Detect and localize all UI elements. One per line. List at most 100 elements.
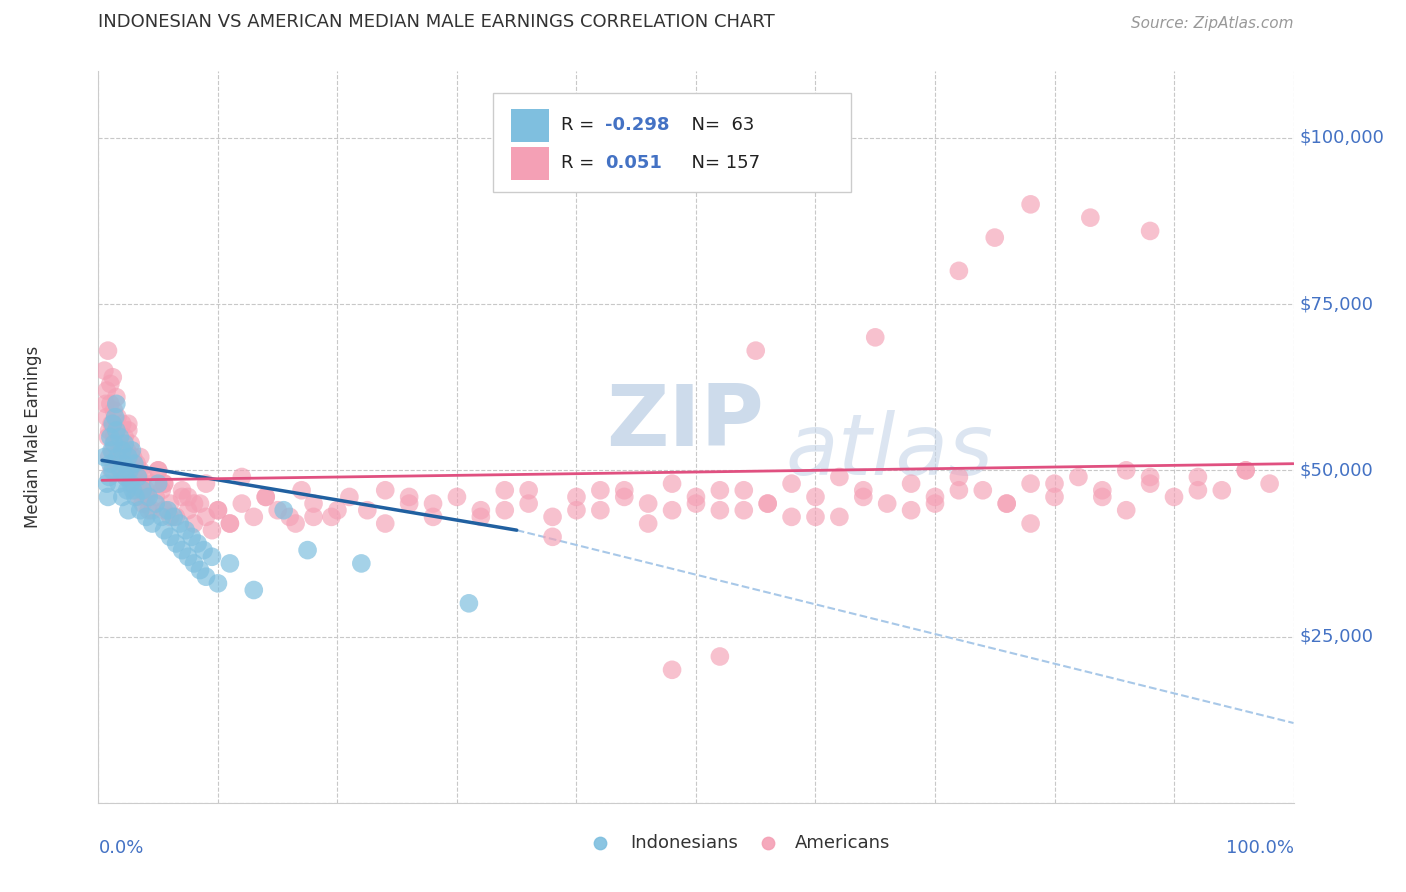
Point bbox=[900, 476, 922, 491]
Point bbox=[111, 417, 134, 431]
Point bbox=[589, 503, 612, 517]
Text: $25,000: $25,000 bbox=[1299, 628, 1374, 646]
Point bbox=[145, 490, 167, 504]
Point bbox=[103, 430, 125, 444]
Point bbox=[195, 509, 218, 524]
Point bbox=[207, 576, 229, 591]
Point bbox=[470, 509, 492, 524]
Point bbox=[159, 509, 181, 524]
Point bbox=[637, 516, 659, 531]
Point bbox=[201, 523, 224, 537]
Point bbox=[150, 509, 173, 524]
Text: 100.0%: 100.0% bbox=[1226, 839, 1294, 857]
Point bbox=[105, 397, 128, 411]
Point bbox=[183, 557, 205, 571]
Point bbox=[103, 436, 125, 450]
Point bbox=[876, 497, 898, 511]
Point bbox=[127, 470, 149, 484]
Point bbox=[278, 509, 301, 524]
Point bbox=[350, 557, 373, 571]
Text: R =: R = bbox=[561, 153, 606, 172]
Point bbox=[219, 516, 242, 531]
Point bbox=[1115, 503, 1137, 517]
Point bbox=[128, 490, 150, 504]
Point bbox=[565, 503, 588, 517]
Point bbox=[302, 509, 325, 524]
Point bbox=[125, 457, 148, 471]
Point bbox=[101, 463, 124, 477]
FancyBboxPatch shape bbox=[510, 146, 548, 180]
Text: Median Male Earnings: Median Male Earnings bbox=[24, 346, 42, 528]
Point bbox=[112, 450, 135, 464]
Point bbox=[121, 476, 143, 491]
Point bbox=[100, 463, 122, 477]
Point bbox=[207, 503, 229, 517]
Point bbox=[865, 330, 887, 344]
Point bbox=[207, 503, 229, 517]
Point bbox=[135, 509, 157, 524]
Text: Indonesians: Indonesians bbox=[630, 834, 738, 852]
Point bbox=[108, 430, 131, 444]
Point bbox=[1091, 490, 1114, 504]
Point bbox=[565, 490, 588, 504]
Point bbox=[195, 570, 218, 584]
Point bbox=[100, 443, 122, 458]
Point bbox=[141, 516, 163, 531]
Point bbox=[1043, 476, 1066, 491]
Point bbox=[107, 450, 129, 464]
Point bbox=[138, 503, 160, 517]
Point bbox=[104, 410, 127, 425]
Point bbox=[124, 483, 146, 498]
Point bbox=[398, 490, 420, 504]
Point bbox=[517, 483, 540, 498]
Point bbox=[195, 476, 218, 491]
Point bbox=[98, 450, 121, 464]
Point bbox=[291, 483, 314, 498]
Point bbox=[541, 530, 564, 544]
Point bbox=[135, 483, 157, 498]
Point bbox=[177, 490, 200, 504]
Point bbox=[138, 490, 160, 504]
Point bbox=[124, 490, 146, 504]
Point bbox=[187, 536, 209, 550]
Point bbox=[201, 549, 224, 564]
Point bbox=[118, 457, 141, 471]
Point bbox=[188, 497, 211, 511]
Point bbox=[163, 509, 186, 524]
Point bbox=[1115, 463, 1137, 477]
Point bbox=[93, 363, 115, 377]
Point bbox=[98, 430, 122, 444]
Point bbox=[108, 463, 131, 477]
Point bbox=[780, 476, 803, 491]
Point bbox=[107, 410, 129, 425]
Point bbox=[153, 476, 176, 491]
Point bbox=[115, 470, 138, 484]
Point bbox=[984, 230, 1007, 244]
Point bbox=[124, 457, 146, 471]
Point bbox=[96, 476, 118, 491]
Point bbox=[541, 509, 564, 524]
Point bbox=[1139, 476, 1161, 491]
Point bbox=[685, 490, 707, 504]
Text: INDONESIAN VS AMERICAN MEDIAN MALE EARNINGS CORRELATION CHART: INDONESIAN VS AMERICAN MEDIAN MALE EARNI… bbox=[98, 13, 775, 31]
Point bbox=[422, 497, 444, 511]
Point bbox=[254, 490, 277, 504]
Text: N= 157: N= 157 bbox=[681, 153, 761, 172]
Point bbox=[1019, 516, 1042, 531]
Point bbox=[804, 490, 827, 504]
Point bbox=[148, 476, 170, 491]
Point bbox=[117, 417, 139, 431]
Point bbox=[494, 503, 516, 517]
Point bbox=[177, 503, 200, 517]
Point bbox=[115, 483, 138, 498]
Point bbox=[1187, 470, 1209, 484]
Point bbox=[104, 457, 127, 471]
Text: 0.051: 0.051 bbox=[605, 153, 662, 172]
Point bbox=[129, 450, 152, 464]
Point bbox=[169, 516, 191, 531]
Point bbox=[129, 503, 152, 517]
Point bbox=[112, 457, 135, 471]
Point bbox=[613, 490, 636, 504]
Point bbox=[98, 457, 122, 471]
Point bbox=[219, 557, 242, 571]
